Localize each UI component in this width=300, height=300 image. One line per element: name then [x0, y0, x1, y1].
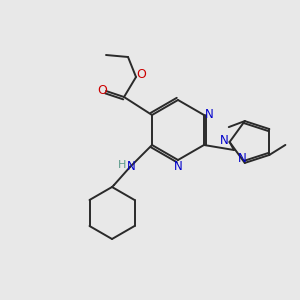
Text: H: H — [118, 160, 126, 170]
Text: O: O — [136, 68, 146, 82]
Text: O: O — [97, 85, 107, 98]
Text: N: N — [174, 160, 182, 173]
Text: N: N — [205, 107, 213, 121]
Text: N: N — [237, 152, 246, 165]
Text: N: N — [127, 160, 135, 173]
Text: N: N — [220, 134, 229, 146]
